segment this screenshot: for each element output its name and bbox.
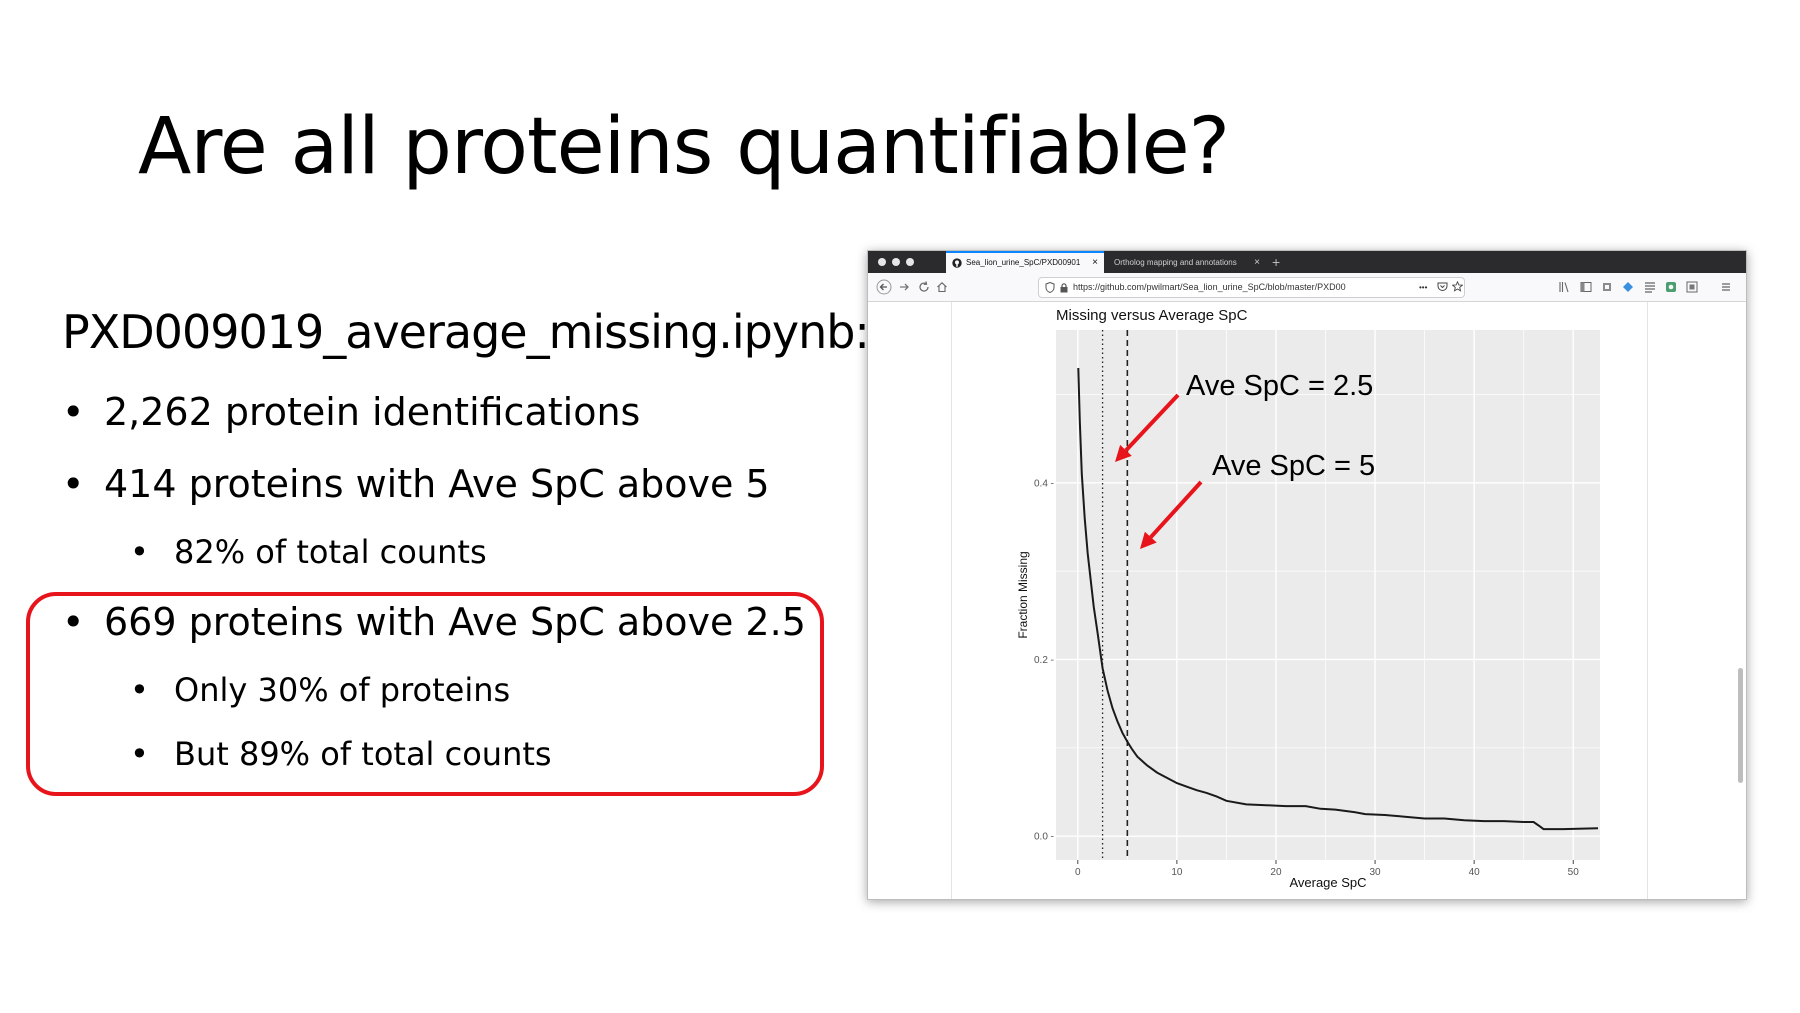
annotation-arrow-shaft xyxy=(1149,480,1203,539)
lock-icon[interactable] xyxy=(1060,283,1068,293)
bullet-dot: • xyxy=(62,462,85,506)
bullet-item: • 2,262 protein identifications xyxy=(62,390,640,434)
bullet-text: 414 proteins with Ave SpC above 5 xyxy=(104,462,770,506)
new-tab-button[interactable]: + xyxy=(1272,254,1281,270)
bullet-text: But 89% of total counts xyxy=(174,735,552,773)
annotations: Ave SpC = 2.5 Ave SpC = 5 xyxy=(1115,370,1375,549)
sub-bullet-item: • But 89% of total counts xyxy=(130,735,552,773)
nav-bar: https://github.com/pwilmart/Sea_lion_uri… xyxy=(868,273,1746,302)
extension-icon[interactable] xyxy=(1622,281,1634,293)
y-tick-label: 0.4 - xyxy=(1034,478,1054,489)
fraction-missing-line xyxy=(1077,367,1599,831)
tab-ortholog-mapping[interactable]: Ortholog mapping and annotations × xyxy=(1108,253,1266,273)
back-icon[interactable] xyxy=(876,279,892,295)
tab-label: Ortholog mapping and annotations xyxy=(1114,258,1237,267)
bullet-dot: • xyxy=(62,600,85,644)
bookmark-star-icon[interactable] xyxy=(1452,281,1463,292)
annotation-arrow-shaft xyxy=(1124,393,1180,452)
sub-bullet-item: • Only 30% of proteins xyxy=(130,671,510,709)
highlight-box xyxy=(26,592,824,796)
browser-window: Sea_lion_urine_SpC/PXD00901 × Ortholog m… xyxy=(867,250,1747,900)
content-border xyxy=(1647,302,1648,899)
grid-lines xyxy=(1056,330,1600,860)
github-icon xyxy=(952,258,962,268)
library-icon[interactable] xyxy=(1558,281,1570,293)
bullet-text: 2,262 protein identifications xyxy=(104,390,641,434)
x-axis-label: Average SpC xyxy=(1289,875,1366,890)
scrollbar[interactable] xyxy=(1738,668,1743,783)
bullet-dot: • xyxy=(130,671,149,709)
bullet-dot: • xyxy=(62,390,85,434)
bullet-dot: • xyxy=(130,735,149,773)
menu-icon[interactable] xyxy=(1720,281,1732,293)
annotation-arrow-head xyxy=(1140,531,1157,549)
x-tick-label: 10 xyxy=(1171,867,1183,878)
bullet-dot: • xyxy=(130,533,149,571)
close-window-button[interactable] xyxy=(878,258,886,266)
minimize-window-button[interactable] xyxy=(892,258,900,266)
close-tab-icon[interactable]: × xyxy=(1254,257,1260,268)
bullet-item: • 669 proteins with Ave SpC above 2.5 xyxy=(62,600,806,644)
notebook-name: PXD009019_average_missing.ipynb: xyxy=(62,305,870,359)
extension-icon[interactable] xyxy=(1686,281,1698,293)
tab-sea-lion-urine[interactable]: Sea_lion_urine_SpC/PXD00901 × xyxy=(946,251,1104,275)
page-content: Missing versus Average SpC 0 10 20 30 40 50 0.… xyxy=(868,302,1746,899)
close-tab-icon[interactable]: × xyxy=(1092,257,1098,268)
slide-title: Are all proteins quantifiable? xyxy=(138,102,1230,192)
reference-lines xyxy=(1101,330,1129,860)
zoom-window-button[interactable] xyxy=(906,258,914,266)
shield-icon[interactable] xyxy=(1045,282,1055,293)
y-axis-label: Fraction Missing xyxy=(1016,551,1030,638)
annotation-label: Ave SpC = 2.5 xyxy=(1186,370,1373,402)
reload-icon[interactable] xyxy=(918,281,930,293)
page-actions-icon[interactable]: ••• xyxy=(1419,283,1428,292)
content-border xyxy=(951,302,952,899)
bullet-text: Only 30% of proteins xyxy=(174,671,511,709)
sidebar-icon[interactable] xyxy=(1580,281,1592,293)
missing-vs-average-spc-chart: Missing versus Average SpC 0 10 20 30 40 50 0.… xyxy=(1016,307,1600,890)
x-tick-label: 0 xyxy=(1075,867,1081,878)
x-tick-label: 30 xyxy=(1370,867,1382,878)
sub-bullet-item: • 82% of total counts xyxy=(130,533,487,571)
plot-panel xyxy=(1056,330,1600,860)
x-tick-label: 20 xyxy=(1270,867,1282,878)
url-text: https://github.com/pwilmart/Sea_lion_uri… xyxy=(1073,282,1346,292)
tab-bar: Sea_lion_urine_SpC/PXD00901 × Ortholog m… xyxy=(868,251,1746,275)
reader-icon[interactable] xyxy=(1644,281,1656,293)
x-tick-label: 40 xyxy=(1469,867,1481,878)
forward-icon[interactable] xyxy=(898,281,910,293)
tab-label: Sea_lion_urine_SpC/PXD00901 xyxy=(966,258,1081,267)
home-icon[interactable] xyxy=(936,281,948,293)
extension-icon[interactable] xyxy=(1665,281,1677,293)
x-tick-label: 50 xyxy=(1568,867,1580,878)
bullet-text: 669 proteins with Ave SpC above 2.5 xyxy=(104,600,806,644)
bullet-item: • 414 proteins with Ave SpC above 5 xyxy=(62,462,770,506)
extension-icon[interactable] xyxy=(1601,281,1613,293)
bullet-text: 82% of total counts xyxy=(174,533,487,571)
annotation-arrow-head xyxy=(1115,444,1132,462)
axis-ticks: 0 10 20 30 40 50 0.0 - 0.2 - 0.4 - xyxy=(1034,478,1579,878)
chart-title: Missing versus Average SpC xyxy=(1056,307,1248,324)
y-tick-label: 0.2 - xyxy=(1034,655,1054,666)
url-bar[interactable]: https://github.com/pwilmart/Sea_lion_uri… xyxy=(1038,277,1465,298)
y-tick-label: 0.0 - xyxy=(1034,832,1054,843)
pocket-icon[interactable] xyxy=(1437,282,1448,292)
annotation-label: Ave SpC = 5 xyxy=(1212,450,1375,482)
